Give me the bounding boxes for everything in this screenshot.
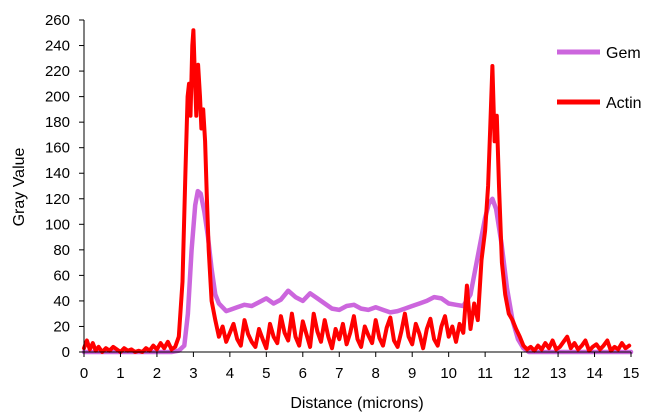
x-tick-label: 4 xyxy=(226,365,234,382)
y-tick-label: 100 xyxy=(45,216,70,233)
axes: 0 1 2 3 4 5 6 7 8 9 10 11 12 13 14 15020406080100120140… xyxy=(45,12,639,382)
plot-lines xyxy=(81,28,634,355)
x-tick-label: 14 xyxy=(586,365,603,382)
series-line-actin xyxy=(82,28,632,354)
y-tick-label: 180 xyxy=(45,114,70,131)
y-tick-label: 200 xyxy=(45,89,70,106)
legend: Gem Actin xyxy=(557,45,642,112)
y-tick-label: 220 xyxy=(45,63,70,80)
x-tick-label: 13 xyxy=(550,365,567,382)
y-tick-label: 40 xyxy=(53,293,70,310)
legend-label-actin: Actin xyxy=(606,95,642,112)
x-tick-label: 2 xyxy=(153,365,161,382)
x-tick-label: 15 xyxy=(623,365,640,382)
y-tick-label: 140 xyxy=(45,165,70,182)
y-tick-label: 240 xyxy=(45,38,70,55)
series-line-gem xyxy=(81,188,634,355)
y-tick-label: 160 xyxy=(45,140,70,157)
x-tick-label: 6 xyxy=(299,365,307,382)
y-tick-label: 120 xyxy=(45,191,70,208)
x-tick-label: 5 xyxy=(262,365,270,382)
x-tick-label: 8 xyxy=(372,365,380,382)
x-tick-label: 10 xyxy=(440,365,457,382)
y-tick-label: 20 xyxy=(53,318,70,335)
y-tick-label: 260 xyxy=(45,12,70,29)
x-tick-label: 0 xyxy=(80,365,88,382)
x-tick-label: 11 xyxy=(477,365,493,382)
y-tick-label: 60 xyxy=(53,267,70,284)
x-tick-label: 7 xyxy=(335,365,343,382)
legend-label-gem: Gem xyxy=(606,45,641,62)
x-tick-label: 1 xyxy=(116,365,124,382)
x-tick-label: 12 xyxy=(513,365,530,382)
y-tick-label: 80 xyxy=(53,242,70,259)
x-tick-label: 3 xyxy=(189,365,197,382)
y-tick-label: 0 xyxy=(62,344,70,361)
x-axis-label: Distance (microns) xyxy=(290,395,423,412)
x-tick-label: 9 xyxy=(408,365,416,382)
y-axis-label: Gray Value xyxy=(11,147,28,226)
